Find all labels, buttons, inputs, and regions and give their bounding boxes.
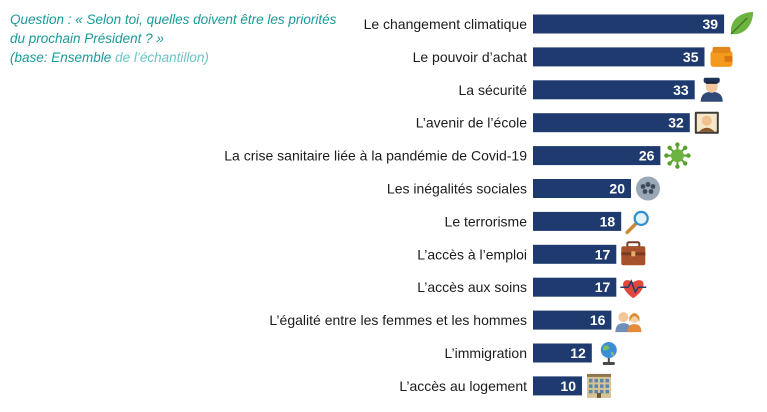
category-label: L’accès aux soins (417, 279, 527, 295)
category-label: Le terrorisme (445, 213, 528, 229)
bar (533, 211, 622, 231)
value-label: 12 (570, 345, 586, 361)
base-prefix: (base: Ensemble (10, 50, 112, 65)
value-label: 10 (560, 378, 576, 394)
police-officer-icon (700, 77, 723, 102)
bar (533, 179, 631, 198)
bar (533, 310, 612, 330)
category-label: L’accès à l’emploi (417, 246, 527, 262)
question-line-1: Question : « Selon toi, quelles doivent … (10, 12, 337, 27)
category-label: Le pouvoir d’achat (413, 49, 528, 65)
bar (533, 343, 592, 363)
value-label: 35 (683, 49, 699, 65)
bar (533, 146, 661, 166)
category-label: L’égalité entre les femmes et les hommes (269, 312, 527, 328)
magnifier-icon (625, 210, 649, 235)
value-label: 17 (595, 246, 611, 262)
couple-icon (615, 312, 642, 333)
wallet-icon (710, 46, 733, 67)
category-label: L’immigration (445, 345, 527, 361)
bar (533, 376, 582, 396)
virus-icon (664, 142, 691, 169)
bar (533, 14, 725, 34)
building-icon (587, 373, 611, 398)
bar (533, 244, 617, 264)
leaf-icon (730, 12, 754, 35)
question-line-2: du prochain Président ? » (10, 31, 164, 46)
base-suffix: de l’échantillon) (111, 50, 209, 65)
teacher-icon (694, 111, 719, 134)
crowd-icon (636, 176, 660, 201)
bar (533, 277, 617, 297)
question-text: Question : « Selon toi, quelles doivent … (10, 10, 350, 67)
value-label: 17 (595, 279, 611, 295)
category-label: La sécurité (459, 82, 528, 98)
category-label: Les inégalités sociales (387, 181, 527, 197)
bar (533, 47, 705, 67)
briefcase-icon (621, 241, 646, 266)
value-label: 33 (673, 82, 689, 98)
value-label: 32 (668, 115, 684, 131)
bar (533, 80, 695, 100)
category-label: L’avenir de l’école (416, 115, 528, 131)
globe-icon (600, 342, 617, 365)
value-label: 26 (639, 148, 655, 164)
value-label: 18 (600, 213, 616, 229)
value-label: 39 (703, 16, 719, 32)
value-label: 20 (609, 181, 625, 197)
value-label: 16 (590, 312, 606, 328)
heart-pulse-icon (620, 279, 647, 299)
question-base: (base: Ensemble de l’échantillon) (10, 48, 350, 67)
category-label: L’accès au logement (399, 378, 527, 394)
bar (533, 113, 690, 133)
category-label: Le changement climatique (364, 16, 528, 32)
category-label: La crise sanitaire liée à la pandémie de… (224, 148, 527, 164)
